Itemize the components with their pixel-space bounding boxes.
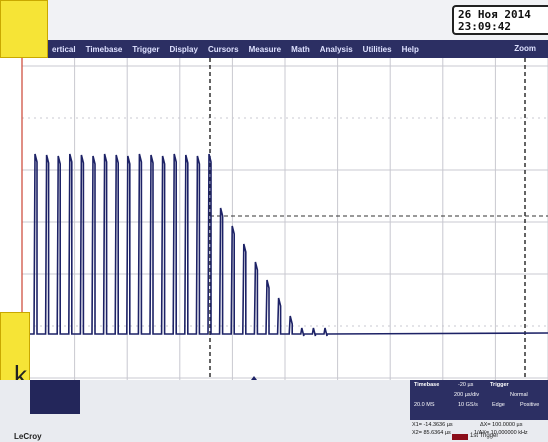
timebase-samples: 20.0 MS bbox=[414, 402, 434, 408]
menu-bar: ertical Timebase Trigger Display Cursors Meas… bbox=[0, 40, 548, 58]
menu-item[interactable]: Utilities bbox=[363, 45, 392, 54]
timebase-panel: Timebase -20 µs Trigger 200 µs/div Norma… bbox=[410, 380, 548, 420]
grid-background bbox=[0, 58, 548, 380]
menu-item[interactable]: Cursors bbox=[208, 45, 239, 54]
menu-item[interactable]: Measure bbox=[249, 45, 281, 54]
channel-box bbox=[30, 380, 80, 414]
zoom-button[interactable]: Zoom bbox=[514, 44, 536, 53]
status-area: Timebase -20 µs Trigger 200 µs/div Norma… bbox=[0, 380, 548, 442]
trigger-swatch bbox=[452, 434, 468, 440]
cursor-x1: X1= -14.3636 µs bbox=[412, 422, 453, 428]
trigger-note: 1st Trigger bbox=[470, 433, 498, 439]
overlay-box bbox=[0, 0, 48, 58]
menu-item[interactable]: Analysis bbox=[320, 45, 353, 54]
timebase-delay: -20 µs bbox=[458, 382, 473, 388]
trigger-title: Trigger bbox=[490, 382, 509, 388]
menu-item[interactable]: ertical bbox=[52, 45, 76, 54]
menu-item[interactable]: Math bbox=[291, 45, 310, 54]
time: 23:09:42 bbox=[458, 21, 544, 33]
waveform-grid bbox=[0, 58, 548, 380]
cursor-dx: ΔX= 100.0000 µs bbox=[480, 422, 522, 428]
cursor-x2: X2= 85.6364 µs bbox=[412, 430, 451, 436]
trigger-slope: Positive bbox=[520, 402, 539, 408]
date-box: 26 Ноя 2014 23:09:42 bbox=[452, 5, 548, 35]
brand: LeCroy bbox=[14, 432, 42, 441]
menu-item[interactable]: Display bbox=[169, 45, 197, 54]
menu-item[interactable]: Timebase bbox=[86, 45, 123, 54]
scope-screen: 26 Ноя 2014 23:09:42 ertical Timebase Trig… bbox=[0, 0, 548, 442]
menu-item[interactable]: Trigger bbox=[132, 45, 159, 54]
menu-item[interactable]: Help bbox=[402, 45, 419, 54]
timebase-rate: 10 GS/s bbox=[458, 402, 478, 408]
trigger-mode: Normal bbox=[510, 392, 528, 398]
timebase-title: Timebase bbox=[414, 382, 439, 388]
timebase-div: 200 µs/div bbox=[454, 392, 479, 398]
trigger-type: Edge bbox=[492, 402, 505, 408]
